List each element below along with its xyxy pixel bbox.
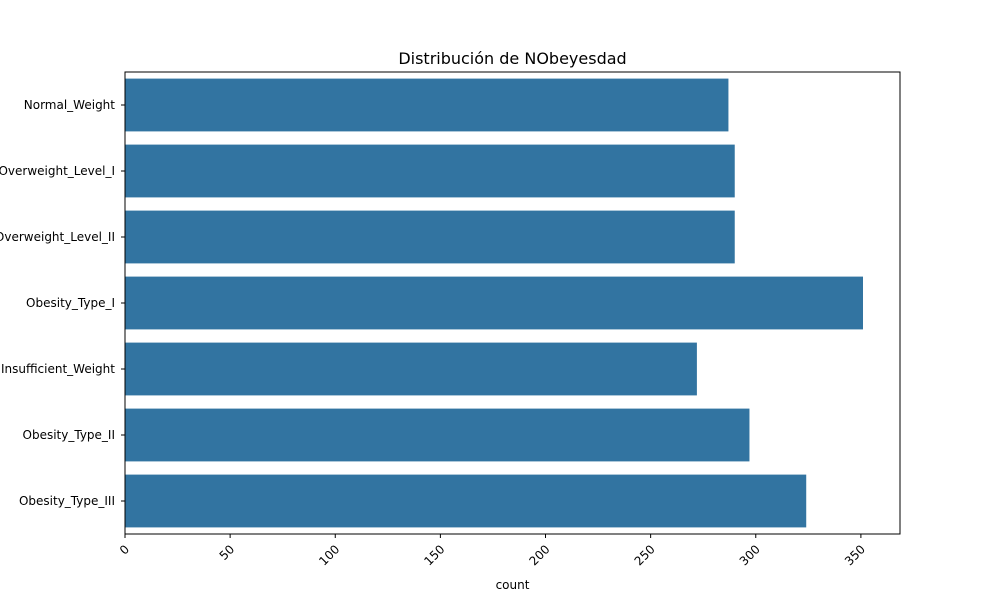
y-tick-label: Overweight_Level_II <box>0 230 115 244</box>
bar-overweight-level-i <box>125 144 735 198</box>
y-tick-label: Insufficient_Weight <box>1 362 115 376</box>
y-tick-label: Obesity_Type_I <box>26 296 115 310</box>
bar-insufficient-weight <box>125 342 697 396</box>
bar-obesity-type-iii <box>125 474 807 528</box>
x-axis-label: count <box>496 578 530 592</box>
y-tick-label: Obesity_Type_II <box>23 428 115 442</box>
x-tick-label: 50 <box>217 542 238 563</box>
y-tick-label: Normal_Weight <box>24 98 116 112</box>
x-tick-label: 350 <box>842 542 868 568</box>
x-tick-label: 0 <box>117 542 132 557</box>
x-axis-ticks: 0 50 100 150 200 250 300 350 <box>117 534 868 568</box>
x-tick-label: 150 <box>421 542 447 568</box>
y-tick-label: Overweight_Level_I <box>0 164 115 178</box>
bar-obesity-type-ii <box>125 408 750 462</box>
plot-frame <box>124 71 901 535</box>
x-tick-label: 100 <box>316 542 342 568</box>
bars <box>125 78 863 528</box>
x-tick-label: 300 <box>737 542 763 568</box>
x-tick-label: 200 <box>527 542 553 568</box>
y-tick-label: Obesity_Type_III <box>19 494 115 508</box>
chart-title: Distribución de NObeyesdad <box>398 49 626 68</box>
x-tick-label: 250 <box>632 542 658 568</box>
bar-normal-weight <box>125 78 729 132</box>
bar-obesity-type-i <box>125 276 863 330</box>
bar-overweight-level-ii <box>125 210 735 264</box>
y-axis-ticks: Normal_Weight Overweight_Level_I Overweigh… <box>0 98 125 508</box>
